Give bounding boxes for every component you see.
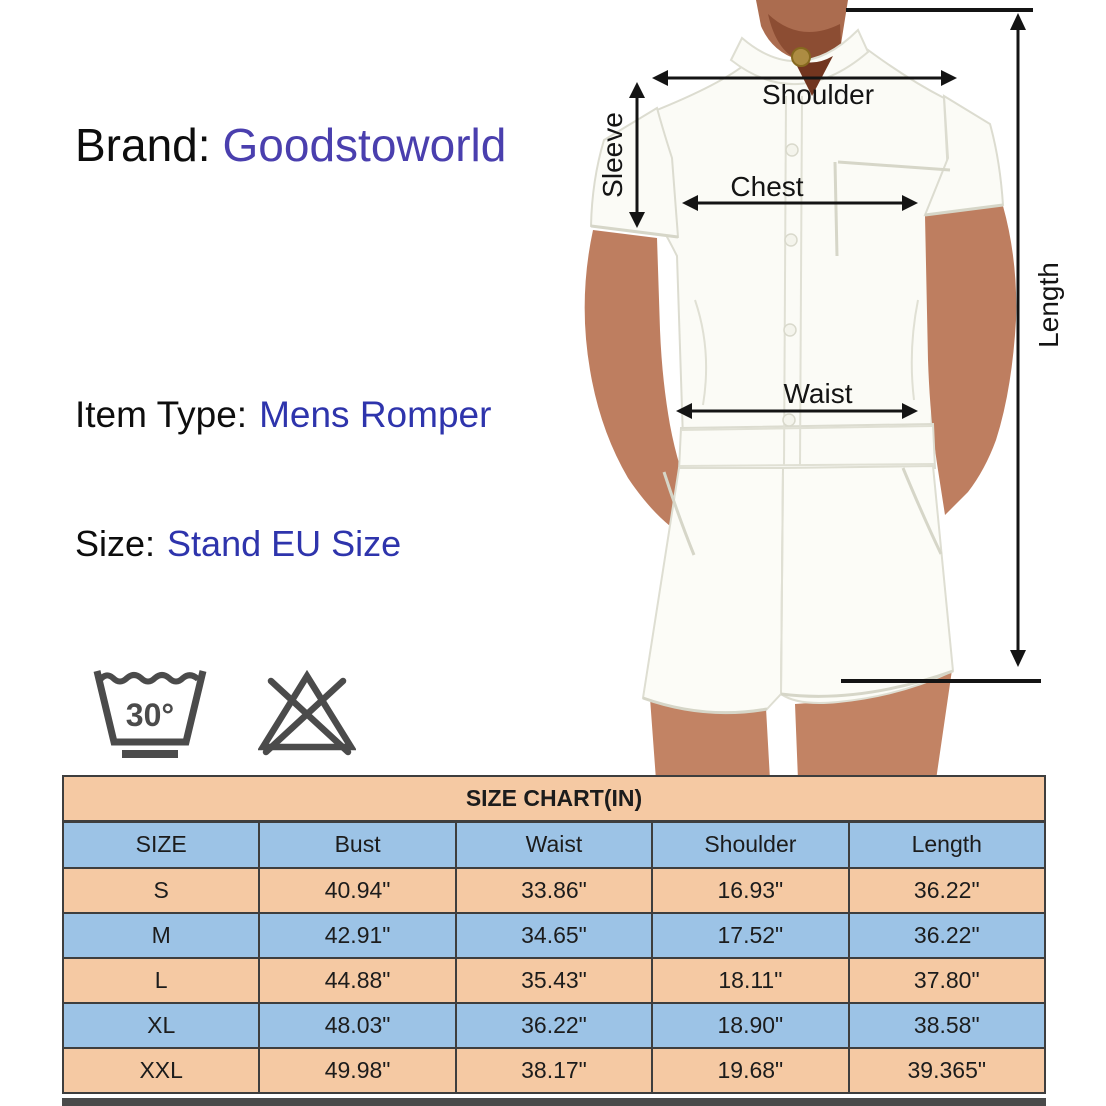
- brand-value: Goodstoworld: [222, 119, 507, 171]
- cell-size: L: [61, 957, 261, 1004]
- garment-seams: [679, 95, 935, 691]
- size-line: Size: Stand EU Size: [75, 523, 401, 565]
- cell-size: S: [61, 867, 261, 914]
- table-row-xl: XL 48.03" 36.22" 18.90" 38.58": [61, 1002, 1047, 1049]
- cell-bust: 40.94": [258, 867, 457, 914]
- col-header-bust: Bust: [258, 820, 457, 869]
- table-row-m: M 42.91" 34.65" 17.52" 36.22": [61, 912, 1047, 959]
- size-chart-table: SIZE CHART(IN) SIZE Bust Waist Shoulder …: [61, 775, 1047, 1094]
- table-bottom-edge: [62, 1098, 1046, 1106]
- item-type-value: Mens Romper: [259, 394, 492, 435]
- man-jaw-shadow: [768, 14, 841, 61]
- gentle-cycle-bar: [122, 750, 178, 758]
- cell-bust: 44.88": [258, 957, 457, 1004]
- cell-waist: 38.17": [454, 1047, 654, 1094]
- cell-size: M: [61, 912, 261, 959]
- cell-shoulder: 19.68": [651, 1047, 850, 1094]
- size-chart-title: SIZE CHART(IN): [62, 775, 1046, 823]
- brand-label: Brand:: [75, 119, 211, 171]
- cell-bust: 42.91": [258, 912, 457, 959]
- right-arm: [925, 206, 1017, 515]
- col-header-waist: Waist: [454, 820, 654, 869]
- col-header-size: SIZE: [61, 820, 261, 869]
- left-sleeve: [589, 106, 680, 239]
- size-value: Stand EU Size: [167, 523, 402, 564]
- cell-waist: 36.22": [454, 1002, 654, 1049]
- wash-30-degrees-icon: 30°: [93, 670, 207, 758]
- size-chart-header-row: SIZE Bust Waist Shoulder Length: [61, 820, 1047, 869]
- item-type-label: Item Type:: [75, 394, 248, 435]
- waist-arrow: [676, 403, 918, 419]
- sleeve-label: Sleeve: [597, 112, 628, 198]
- man-figure: [584, 0, 1017, 780]
- collar: [729, 28, 870, 86]
- cell-length: 36.22": [847, 912, 1047, 959]
- table-row-l: L 44.88" 35.43" 18.11" 37.80": [61, 957, 1047, 1004]
- size-chart-title-row: SIZE CHART(IN): [62, 775, 1046, 823]
- shoulder-label: Shoulder: [762, 79, 874, 110]
- product-photo: Shoulder Sleeve Chest Waist: [584, 0, 1064, 780]
- col-header-length: Length: [847, 820, 1047, 869]
- waistband: [677, 422, 937, 472]
- cell-length: 38.58": [847, 1002, 1047, 1049]
- cell-shoulder: 16.93": [651, 867, 850, 914]
- length-label: Length: [1033, 262, 1064, 348]
- item-type-line: Item Type: Mens Romper: [75, 394, 491, 436]
- chest-arrow: [682, 195, 918, 211]
- cell-length: 37.80": [847, 957, 1047, 1004]
- placket-buttons: [782, 143, 799, 427]
- cell-shoulder: 18.11": [651, 957, 850, 1004]
- cell-shoulder: 17.52": [651, 912, 850, 959]
- shoulder-arrow: [652, 70, 957, 86]
- table-row-xxl: XXL 49.98" 38.17" 19.68" 39.365": [61, 1047, 1047, 1094]
- left-leg: [650, 698, 770, 780]
- garment-edges: [590, 160, 1004, 715]
- brand-line: Brand: Goodstoworld: [75, 118, 506, 172]
- cell-bust: 49.98": [258, 1047, 457, 1094]
- sleeve-arrow: [629, 82, 645, 228]
- chest-label: Chest: [730, 171, 803, 202]
- wash-temp-label: 30°: [126, 697, 174, 733]
- cell-waist: 34.65": [454, 912, 654, 959]
- col-header-shoulder: Shoulder: [651, 820, 850, 869]
- cell-bust: 48.03": [258, 1002, 457, 1049]
- cell-waist: 33.86": [454, 867, 654, 914]
- measurement-annotations: Shoulder Sleeve Chest Waist: [597, 8, 1064, 683]
- right-leg: [795, 670, 952, 780]
- cell-waist: 35.43": [454, 957, 654, 1004]
- do-not-bleach-icon: [258, 670, 356, 756]
- cell-length: 39.365": [847, 1047, 1047, 1094]
- cell-size: XL: [61, 1002, 261, 1049]
- shorts-right-leg: [779, 464, 955, 704]
- cell-length: 36.22": [847, 867, 1047, 914]
- cell-shoulder: 18.90": [651, 1002, 850, 1049]
- collar-button: [791, 47, 811, 67]
- size-label: Size:: [75, 523, 156, 564]
- cell-size: XXL: [61, 1047, 261, 1094]
- table-row-s: S 40.94" 33.86" 16.93" 36.22": [61, 867, 1047, 914]
- left-arm: [584, 230, 694, 545]
- length-arrow: [1010, 13, 1026, 667]
- waist-label: Waist: [784, 378, 853, 409]
